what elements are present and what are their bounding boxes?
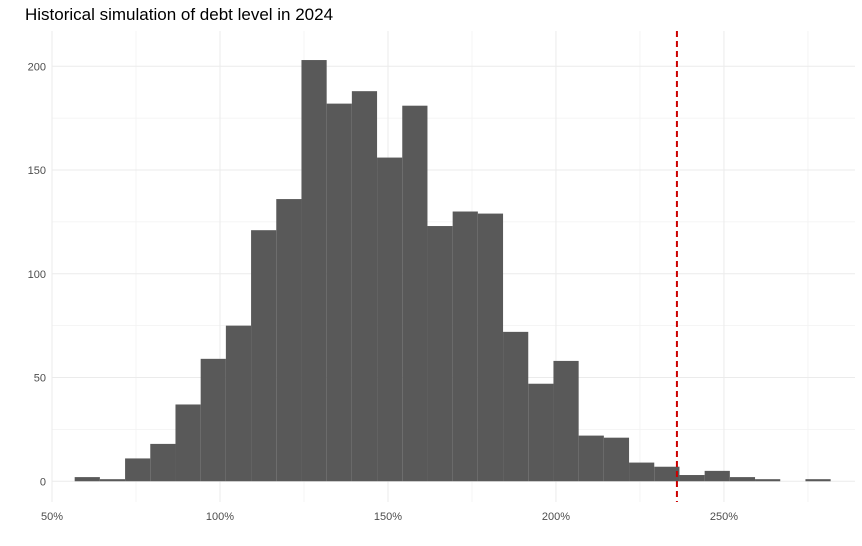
histogram-bar (629, 462, 655, 482)
chart-title: Historical simulation of debt level in 2… (25, 5, 334, 24)
histogram-bar (578, 435, 604, 482)
bars-layer (74, 60, 831, 482)
y-tick-label: 200 (28, 61, 46, 73)
histogram-bar (251, 230, 277, 482)
x-tick-label: 100% (206, 511, 234, 523)
histogram-bar (729, 477, 756, 482)
histogram-bar (74, 477, 100, 482)
histogram-bar (402, 105, 428, 482)
histogram-bar (225, 325, 252, 482)
histogram-bar (755, 479, 781, 482)
histogram-bar (99, 479, 126, 482)
histogram-bar (679, 475, 705, 482)
y-tick-label: 100 (28, 269, 46, 281)
histogram-bar (704, 470, 730, 482)
y-tick-label: 150 (28, 165, 46, 177)
histogram-bar (200, 358, 226, 482)
histogram-bar (427, 226, 453, 482)
histogram-bar (150, 443, 176, 482)
x-tick-label: 50% (41, 511, 63, 523)
x-tick-label: 150% (374, 511, 402, 523)
histogram-bar (805, 479, 831, 482)
histogram-bar (503, 331, 529, 482)
x-tick-label: 250% (710, 511, 738, 523)
histogram-bar (603, 437, 630, 482)
y-tick-label: 0 (40, 476, 46, 488)
y-axis: 0 50 100 150 200 (28, 61, 46, 488)
histogram-bar (125, 458, 151, 482)
histogram-bar (654, 466, 680, 482)
histogram-bar (553, 360, 579, 482)
x-tick-label: 200% (542, 511, 570, 523)
histogram-bar (477, 213, 504, 482)
histogram-bar (276, 199, 302, 482)
histogram-bar (326, 103, 352, 482)
histogram-bar (528, 383, 554, 482)
histogram-bar (175, 404, 201, 482)
histogram-bar (452, 211, 478, 482)
histogram-bar (351, 91, 378, 482)
y-tick-label: 50 (34, 373, 46, 385)
histogram-bar (377, 157, 403, 482)
x-axis: 50% 100% 150% 200% 250% (41, 511, 738, 523)
histogram-bar (301, 60, 327, 482)
